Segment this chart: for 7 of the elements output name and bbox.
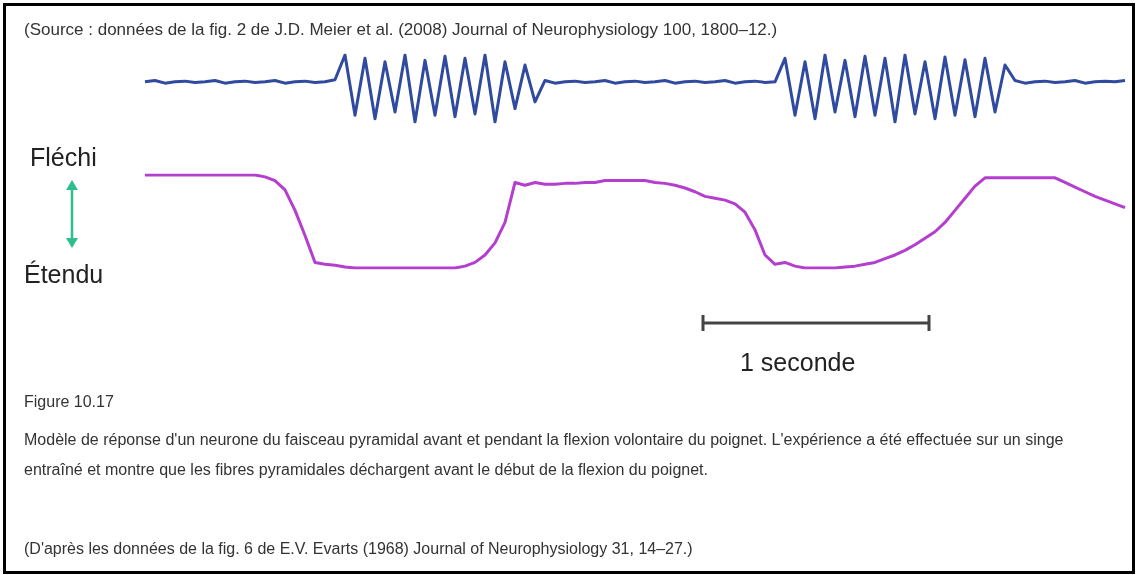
text: Étendu [24,260,104,289]
text: Figure 10.17 [24,393,114,411]
text: (Source : données de la fig. 2 de J.D. Meier et al. (2008) Journal of Neurophysiology 100, 1800–12.) [24,20,778,40]
text: 1 seconde [740,348,856,377]
text: Fléchi [30,143,97,172]
text: Modèle de réponse d'un neurone du faisceau pyramidal avant et pendant la flexion volontaire du poignet. L'expérience a été effectuée sur un singe entraîné et montre que les fibres pyramidales déchargent avant le début de la flexion du poignet. [24,430,1065,480]
text: (D'après les données de la fig. 6 de E.V. Evarts (1968) Journal of Neurophysiology 31, 14–27.) [24,540,693,558]
